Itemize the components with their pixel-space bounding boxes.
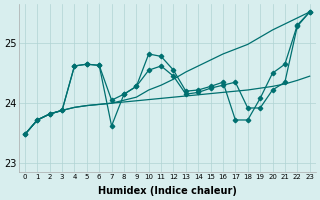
X-axis label: Humidex (Indice chaleur): Humidex (Indice chaleur) — [98, 186, 237, 196]
